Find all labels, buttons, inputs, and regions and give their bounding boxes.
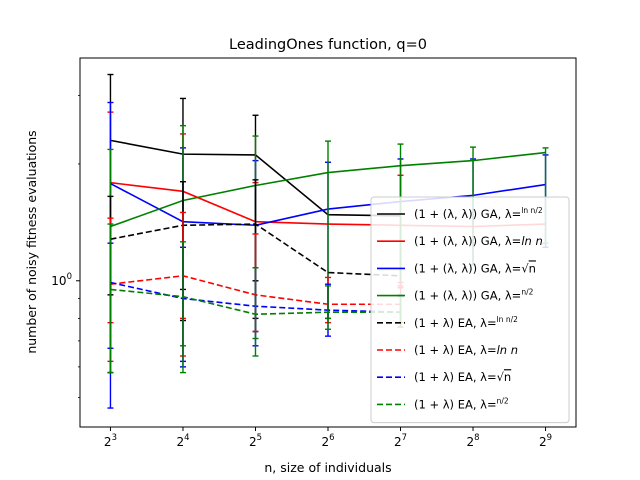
legend-label: (1 + (λ, λ)) GA, λ=ln n/2 (414, 206, 543, 221)
y-axis-ticks: 100 (51, 95, 80, 399)
x-axis-ticks: 23 24 25 26 27 28 29 (104, 427, 552, 449)
x-tick-label: 29 (539, 433, 552, 449)
x-tick-label: 25 (249, 433, 262, 449)
y-tick-label: 100 (51, 272, 72, 288)
legend-label: (1 + λ) EA, λ=n/2 (414, 396, 509, 411)
y-axis-label: number of noisy fitness evaluations (24, 130, 39, 353)
x-axis-label: n, size of individuals (264, 460, 391, 475)
legend-label: (1 + (λ, λ)) GA, λ=n/2 (414, 288, 534, 303)
legend-label: (1 + λ) EA, λ=ln n (414, 343, 518, 357)
x-tick-label: 27 (394, 433, 407, 449)
legend-label: (1 + (λ, λ)) GA, λ=√n (414, 261, 536, 275)
series-group (107, 223, 404, 374)
chart-title: LeadingOnes function, q=0 (229, 37, 427, 53)
x-tick-label: 24 (176, 433, 189, 449)
legend-box (370, 196, 570, 424)
legend-label: (1 + λ) EA, λ=√n (414, 370, 511, 384)
x-tick-label: 28 (466, 433, 479, 449)
legend-label: (1 + λ) EA, λ=ln n/2 (414, 315, 518, 330)
x-tick-label: 26 (321, 433, 334, 449)
legend: (1 + (λ, λ)) GA, λ=ln n/2 (1 + (λ, λ)) GA… (370, 196, 570, 424)
legend-label: (1 + (λ, λ)) GA, λ=ln n (414, 234, 543, 248)
x-tick-label: 23 (104, 433, 117, 449)
